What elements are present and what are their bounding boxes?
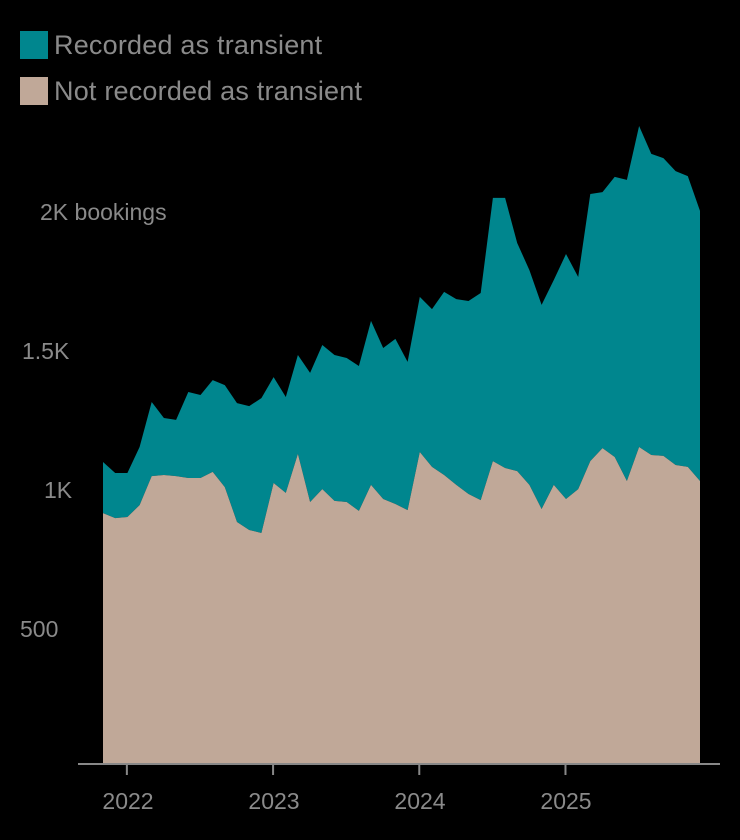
x-tick-label-2025: 2025 (540, 788, 592, 814)
legend-label-not-recorded: Not recorded as transient (54, 75, 363, 106)
area-recorded-as-transient (103, 126, 700, 533)
y-tick-label-1000: 1K (44, 477, 73, 503)
y-tick-label-500: 500 (20, 616, 59, 642)
y-axis-unit-label: 2K bookings (40, 199, 167, 225)
legend: Recorded as transient Not recorded as tr… (20, 22, 362, 114)
x-axis-ticks (125, 764, 567, 775)
x-tick-label-2022: 2022 (102, 788, 154, 814)
area-not-recorded-as-transient (103, 447, 700, 765)
legend-item-not-recorded: Not recorded as transient (20, 68, 362, 114)
x-tick-label-2024: 2024 (394, 788, 446, 814)
y-tick-label-1500: 1.5K (22, 338, 70, 364)
legend-label-recorded: Recorded as transient (54, 29, 323, 60)
legend-item-recorded: Recorded as transient (20, 22, 362, 68)
legend-swatch-not-recorded (20, 77, 48, 105)
legend-swatch-recorded (20, 31, 48, 59)
x-tick-label-2023: 2023 (248, 788, 300, 814)
